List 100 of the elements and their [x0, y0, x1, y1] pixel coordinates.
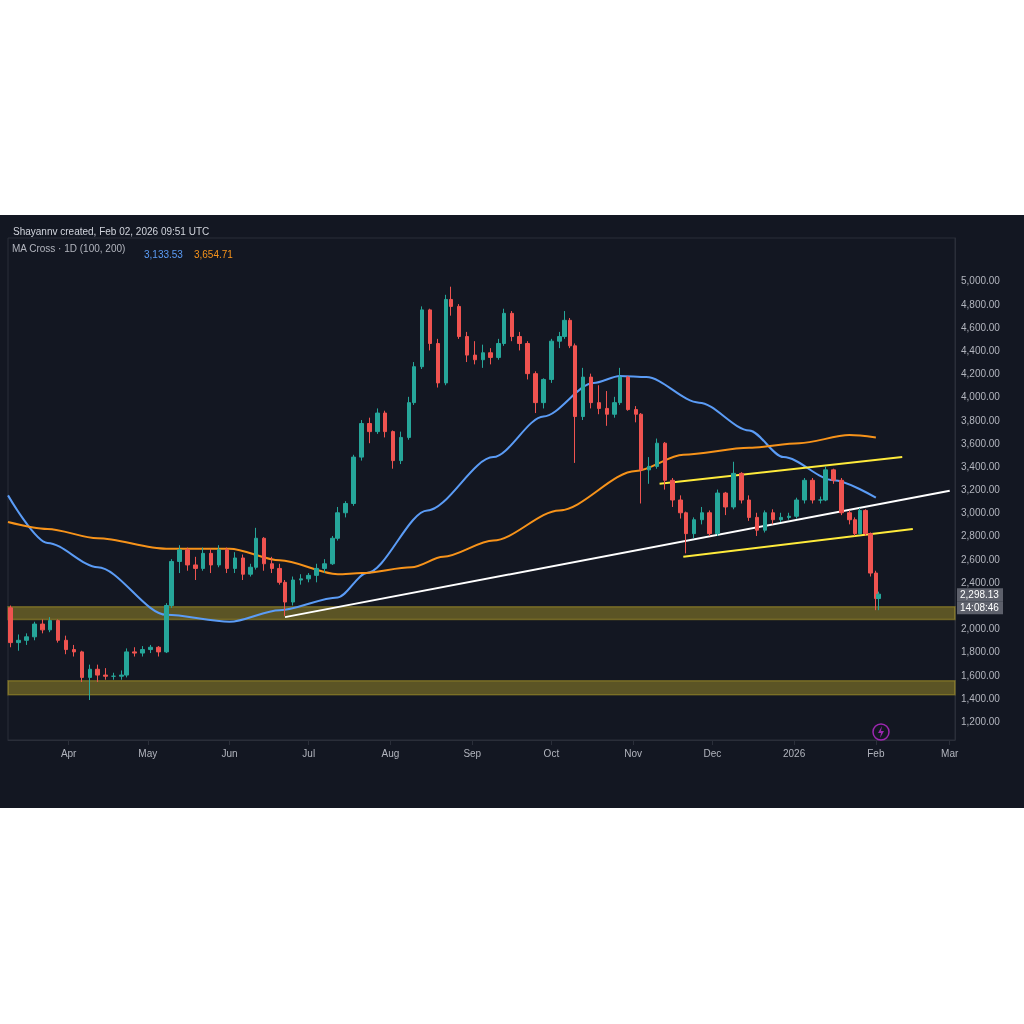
candlestick	[787, 512, 791, 521]
candlestick	[700, 506, 704, 525]
y-tick-label: 3,200.00	[961, 484, 1001, 496]
candlestick	[771, 508, 775, 525]
candlestick	[802, 477, 807, 504]
y-tick-label: 2,000.00	[961, 623, 1001, 635]
y-tick-label: 2,800.00	[961, 530, 1001, 542]
x-tick-label: Aug	[381, 747, 400, 759]
candlestick	[449, 286, 453, 317]
candlestick	[823, 465, 828, 502]
candlestick	[626, 375, 630, 412]
x-tick-label: Sep	[463, 747, 482, 759]
candlestick	[8, 605, 13, 648]
candlestick	[209, 548, 213, 574]
candlestick	[359, 419, 364, 462]
candlestick	[64, 635, 68, 655]
candlestick	[32, 621, 37, 641]
candlestick	[148, 644, 153, 654]
x-tick-label: Apr	[60, 747, 78, 759]
candlestick	[707, 509, 712, 537]
candlestick	[731, 461, 736, 510]
text: 14:08:46	[960, 601, 1000, 613]
candlestick	[193, 556, 198, 581]
candlestick	[747, 494, 751, 522]
y-tick-label: 4,400.00	[961, 344, 1001, 356]
x-tick-label: Mar	[941, 747, 959, 759]
candlestick	[810, 477, 815, 504]
candlestick	[723, 491, 728, 516]
candlestick	[95, 664, 100, 683]
candlestick	[299, 573, 303, 586]
x-tick-label: Nov	[624, 747, 643, 759]
candlestick	[383, 410, 387, 438]
candlestick	[24, 632, 29, 646]
y-tick-label: 3,800.00	[961, 414, 1001, 426]
candlestick	[233, 551, 237, 574]
candlestick	[436, 338, 440, 389]
candlestick	[40, 618, 45, 634]
candlestick	[351, 454, 356, 507]
candlestick	[525, 340, 530, 380]
candlestick	[692, 516, 696, 539]
y-tick-label: 3,600.00	[961, 437, 1001, 449]
candlestick	[839, 477, 844, 516]
candlestick	[72, 644, 76, 658]
candlestick	[876, 591, 881, 611]
x-tick-label: May	[138, 747, 158, 759]
candlestick	[581, 367, 585, 421]
x-tick-label: Jul	[302, 747, 316, 759]
candlestick	[663, 441, 667, 491]
candlestick	[375, 407, 380, 435]
candlestick	[217, 544, 221, 568]
candlestick	[444, 294, 448, 386]
y-tick-label: 1,200.00	[961, 715, 1001, 727]
y-tick-label: 4,600.00	[961, 321, 1001, 333]
candlestick	[541, 377, 546, 409]
candlestick	[488, 347, 493, 365]
y-tick-label: 2,400.00	[961, 576, 1001, 588]
candlestick	[140, 645, 145, 658]
candlestick	[16, 634, 21, 652]
candlestick	[80, 650, 84, 683]
candlestick	[103, 667, 108, 681]
candlestick	[306, 572, 311, 583]
candlestick	[177, 544, 182, 574]
chart-title: Shayannv created, Feb 02, 2026 09:51 UTC	[13, 225, 210, 237]
text: 3,133.53	[144, 248, 184, 260]
candlestick	[779, 512, 783, 523]
y-tick-label: 1,400.00	[961, 692, 1001, 704]
candlestick	[241, 554, 245, 581]
y-tick-label: 4,800.00	[961, 298, 1001, 310]
y-tick-label: 5,000.00	[961, 275, 1001, 287]
candlestick	[533, 370, 538, 414]
y-tick-label: 2,600.00	[961, 553, 1001, 565]
candlestick	[473, 340, 477, 365]
candlestick	[156, 645, 161, 658]
candlestick	[647, 456, 651, 485]
candlestick	[291, 576, 295, 607]
candlestick	[715, 489, 720, 537]
candlestick	[201, 547, 205, 572]
candlestick	[367, 417, 372, 444]
candlestick	[457, 303, 461, 340]
candlestick	[185, 547, 190, 572]
candlestick	[670, 477, 675, 508]
y-tick-label: 4,000.00	[961, 391, 1001, 403]
candlestick	[270, 556, 274, 574]
candlestick	[322, 558, 327, 574]
candlestick	[794, 497, 799, 520]
x-tick-label: Dec	[703, 747, 722, 759]
x-tick-label: Feb	[867, 747, 885, 759]
text: 3,654.71	[193, 248, 234, 260]
candlestick	[755, 512, 759, 537]
y-tick-label: 4,200.00	[961, 368, 1001, 380]
candlestick	[589, 373, 593, 409]
candlestick	[56, 618, 60, 644]
candlestick	[314, 563, 319, 583]
y-tick-label: 1,800.00	[961, 646, 1001, 658]
candlestick	[225, 547, 229, 574]
line-series	[7, 434, 877, 576]
text: 2,298.13	[960, 588, 1000, 600]
candlestick	[399, 431, 403, 465]
legend-title: MA Cross · 1D (100, 200)	[12, 242, 126, 254]
candlestick	[605, 390, 609, 427]
